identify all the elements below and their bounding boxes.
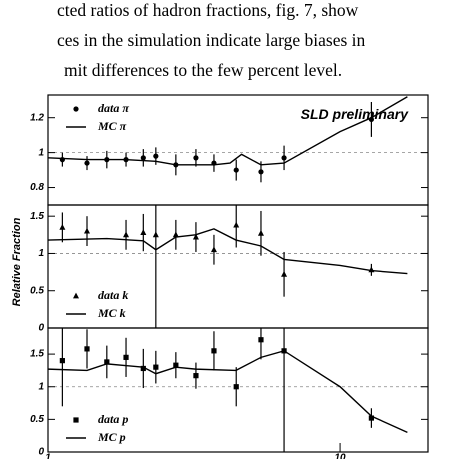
data-point: [281, 155, 287, 161]
data-point: [123, 354, 129, 360]
data-point: [173, 362, 179, 368]
data-point: [73, 417, 79, 423]
data-point: [73, 106, 79, 112]
data-point: [192, 233, 199, 240]
data-point: [84, 160, 90, 166]
data-point: [84, 227, 91, 234]
data-point: [84, 346, 90, 352]
data-point: [233, 221, 240, 228]
data-point: [210, 246, 217, 253]
panel: [48, 96, 428, 183]
legend-label: MC p: [97, 430, 126, 444]
legend-label: MC π: [97, 119, 127, 133]
data-point: [233, 167, 239, 173]
data-point: [153, 364, 159, 370]
data-point: [211, 348, 217, 354]
y-tick-label: 1.5: [30, 349, 44, 360]
text-line: cted ratios of hadron fractions, fig. 7,…: [57, 0, 359, 20]
x-tick-label: 10: [335, 453, 347, 459]
y-tick-label: 1: [38, 381, 44, 392]
mc-line: [48, 350, 408, 434]
legend-label: data p: [98, 412, 128, 426]
data-point: [73, 292, 79, 299]
annotation: SLD preliminary: [301, 106, 410, 122]
y-tick-label: 0.5: [30, 414, 44, 425]
y-tick-label: 1.2: [30, 112, 44, 123]
data-point: [281, 270, 288, 277]
data-point: [104, 359, 110, 365]
y-tick-label: 1.5: [30, 211, 44, 222]
data-point: [59, 223, 66, 230]
mc-line: [48, 96, 408, 166]
panel: [48, 205, 428, 328]
y-tick-label: 1: [38, 248, 44, 259]
data-point: [193, 155, 199, 161]
data-point: [140, 365, 146, 372]
panel-frame: [47, 327, 429, 453]
y-tick-label: 0: [38, 323, 44, 334]
data-point: [140, 155, 146, 161]
data-point: [172, 231, 179, 238]
y-tick-label: 0.5: [30, 285, 44, 296]
data-point: [140, 229, 147, 235]
text-line: mit differences to the few percent level…: [64, 60, 342, 80]
data-point: [152, 231, 159, 238]
legend-label: data k: [98, 288, 128, 302]
mc-line: [48, 228, 408, 275]
data-point: [193, 373, 199, 379]
data-point: [59, 358, 65, 364]
x-tick-label: 1: [45, 453, 51, 459]
data-point: [123, 231, 130, 238]
legend-label: data π: [98, 101, 129, 115]
data-point: [233, 384, 239, 390]
data-point: [258, 337, 264, 343]
legend-label: MC k: [97, 306, 126, 320]
y-tick-label: 0: [38, 447, 44, 458]
data-point: [153, 153, 159, 159]
data-point: [257, 229, 264, 236]
y-tick-label: 1: [38, 147, 44, 158]
panel: [48, 328, 428, 452]
data-point: [258, 169, 264, 175]
text-line: ces in the simulation indicate large bia…: [57, 30, 366, 50]
data-point: [368, 415, 374, 421]
y-axis-label: Relative Fraction: [11, 217, 23, 306]
y-tick-label: 0.8: [30, 182, 44, 193]
